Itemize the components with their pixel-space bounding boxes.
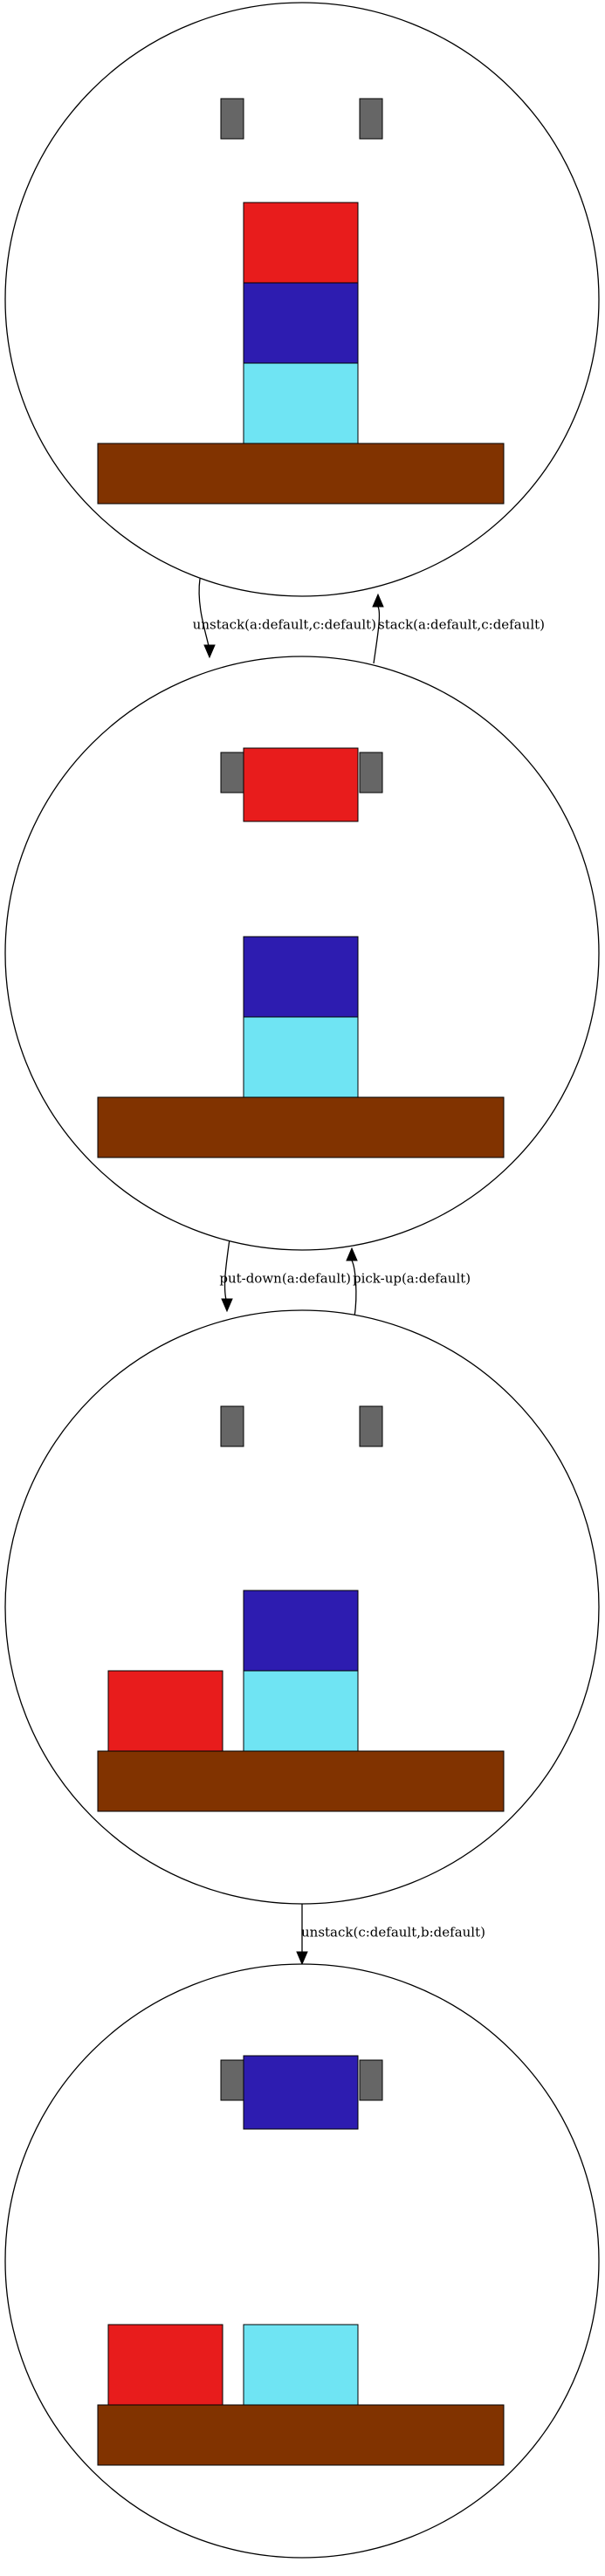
- edge-e0: [198, 578, 210, 647]
- states-layer: [4, 2, 600, 2559]
- edge-label-e4: unstack(c:default,b:default): [301, 1925, 485, 1941]
- table: [97, 2404, 505, 2466]
- block-c: [243, 1670, 359, 1752]
- gripper-left: [220, 98, 244, 140]
- arrowhead-e3: [346, 1247, 358, 1261]
- edge-e1: [373, 606, 381, 664]
- edge-e2: [223, 1232, 231, 1301]
- state-s1: [4, 656, 600, 1251]
- state-circle: [4, 1963, 600, 2559]
- labels-layer: unstack(a:default,c:default) stack(a:defa…: [193, 617, 545, 1941]
- block-c: [243, 2324, 359, 2406]
- block-b: [243, 936, 359, 1018]
- edge-label-e1: stack(a:default,c:default): [378, 617, 545, 633]
- gripper-left: [220, 1405, 244, 1447]
- state-s2: [4, 1309, 600, 1905]
- gripper-right: [359, 2059, 383, 2101]
- gripper-right: [359, 752, 383, 793]
- arrowhead-e0: [203, 644, 216, 659]
- block-a: [107, 2324, 223, 2406]
- table: [97, 443, 505, 505]
- edges-layer: [198, 578, 384, 1966]
- edge-e3: [351, 1260, 357, 1318]
- held-block-a: [243, 747, 359, 822]
- state-s3: [4, 1963, 600, 2559]
- block-c: [243, 1016, 359, 1098]
- arrowhead-e4: [296, 1951, 308, 1966]
- block-b: [243, 282, 359, 364]
- arrowhead-e1: [372, 593, 384, 608]
- edge-label-e2: put-down(a:default): [219, 1271, 351, 1287]
- held-block-b: [243, 2055, 359, 2130]
- block-c: [243, 362, 359, 444]
- table: [97, 1096, 505, 1158]
- edge-label-e3: pick-up(a:default): [353, 1271, 471, 1287]
- block-a: [107, 1670, 223, 1752]
- gripper-right: [359, 1405, 383, 1447]
- edge-label-e0: unstack(a:default,c:default): [193, 617, 376, 633]
- gripper-left: [220, 752, 244, 793]
- block-b: [243, 1590, 359, 1672]
- table: [97, 1750, 505, 1812]
- gripper-left: [220, 2059, 244, 2101]
- block-a: [243, 202, 359, 284]
- gripper-right: [359, 98, 383, 140]
- arrowhead-e2: [221, 1298, 233, 1313]
- state-s0: [4, 2, 600, 597]
